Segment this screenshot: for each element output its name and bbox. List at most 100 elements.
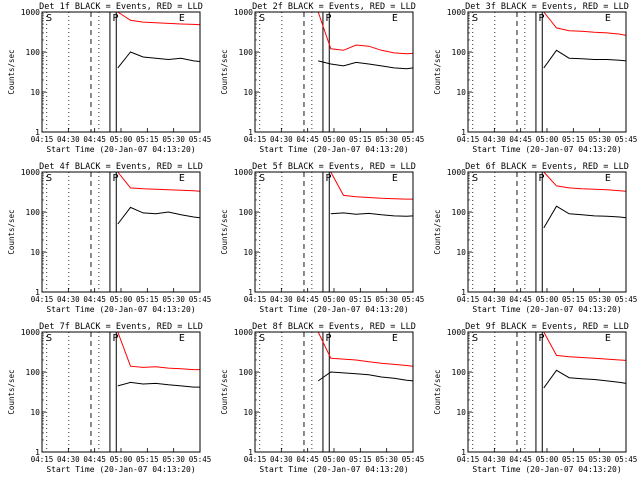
x-tick-label: 05:15 (136, 295, 159, 304)
x-tick-label: 05:00 (536, 135, 559, 144)
x-tick-label: 05:00 (110, 455, 133, 464)
panel-title: Det 8f BLACK = Events, RED = LLD (252, 322, 416, 332)
panel-title: Det 2f BLACK = Events, RED = LLD (252, 2, 416, 12)
y-tick-label: 1000 (234, 8, 253, 17)
marker-S: S (472, 13, 478, 24)
x-tick-label: 05:45 (189, 455, 212, 464)
x-tick-label: 05:00 (323, 295, 346, 304)
marker-P: P (113, 173, 119, 184)
lld-series-line (117, 171, 201, 192)
panel-title: Det 9f BLACK = Events, RED = LLD (465, 322, 629, 332)
marker-S: S (46, 173, 52, 184)
lld-series-line (543, 331, 627, 361)
y-axis-label: Counts/sec (7, 209, 16, 254)
x-tick-label: 04:15 (457, 295, 480, 304)
marker-P: P (326, 173, 332, 184)
x-axis-label: Start Time (20-Jan-07 04:13:20) (472, 305, 621, 314)
marker-E: E (605, 333, 611, 344)
marker-S: S (472, 333, 478, 344)
x-axis-label: Start Time (20-Jan-07 04:13:20) (259, 465, 408, 474)
plot-frame (41, 331, 201, 453)
x-tick-label: 05:00 (536, 455, 559, 464)
x-tick-label: 05:30 (375, 455, 398, 464)
y-tick-label: 10 (30, 408, 40, 417)
marker-E: E (392, 333, 398, 344)
events-series-line (117, 206, 201, 225)
plot-frame (254, 11, 414, 133)
x-tick-label: 05:00 (110, 135, 133, 144)
y-tick-label: 1000 (234, 328, 253, 337)
y-tick-label: 100 (239, 368, 254, 377)
y-tick-label: 1 (248, 448, 253, 457)
y-tick-label: 1 (35, 288, 40, 297)
marker-S: S (259, 13, 265, 24)
x-tick-label: 04:15 (31, 295, 54, 304)
y-tick-label: 100 (452, 208, 467, 217)
x-tick-label: 04:45 (83, 295, 106, 304)
x-tick-label: 04:45 (509, 295, 532, 304)
x-tick-label: 04:30 (57, 455, 80, 464)
x-tick-label: 04:15 (244, 135, 267, 144)
y-tick-label: 10 (456, 408, 466, 417)
x-tick-label: 04:30 (483, 135, 506, 144)
y-axis-label: Counts/sec (433, 49, 442, 94)
lld-series-line (543, 11, 627, 36)
marker-E: E (605, 173, 611, 184)
events-series-line (543, 49, 627, 69)
marker-P: P (113, 333, 119, 344)
lld-series-line (317, 11, 414, 55)
plot-frame (41, 11, 201, 133)
y-tick-label: 100 (26, 48, 41, 57)
y-tick-label: 1000 (447, 168, 466, 177)
x-tick-label: 04:15 (457, 455, 480, 464)
x-tick-label: 05:45 (189, 295, 212, 304)
x-tick-label: 05:45 (615, 135, 638, 144)
marker-E: E (179, 13, 185, 24)
y-axis-label: Counts/sec (220, 369, 229, 414)
y-tick-label: 10 (243, 408, 253, 417)
y-tick-label: 10 (243, 88, 253, 97)
y-axis-label: Counts/sec (220, 49, 229, 94)
events-series-line (543, 205, 627, 229)
y-axis-label: Counts/sec (7, 369, 16, 414)
y-tick-label: 1 (461, 288, 466, 297)
x-tick-label: 04:15 (31, 135, 54, 144)
panel-title: Det 7f BLACK = Events, RED = LLD (39, 322, 203, 332)
x-tick-label: 05:30 (162, 135, 185, 144)
x-axis-label: Start Time (20-Jan-07 04:13:20) (259, 305, 408, 314)
x-tick-label: 04:15 (244, 295, 267, 304)
panel-title: Det 5f BLACK = Events, RED = LLD (252, 162, 416, 172)
x-tick-label: 05:30 (588, 455, 611, 464)
x-tick-label: 05:15 (562, 295, 585, 304)
x-tick-label: 05:30 (588, 295, 611, 304)
y-tick-label: 1000 (21, 168, 40, 177)
events-series-line (317, 371, 414, 382)
events-series-line (318, 60, 414, 70)
x-tick-label: 05:15 (562, 135, 585, 144)
x-axis-label: Start Time (20-Jan-07 04:13:20) (472, 145, 621, 154)
events-series-line (117, 381, 200, 388)
marker-P: P (326, 13, 332, 24)
x-tick-label: 05:45 (189, 135, 212, 144)
marker-P: P (113, 13, 119, 24)
marker-S: S (46, 333, 52, 344)
x-axis-label: Start Time (20-Jan-07 04:13:20) (46, 465, 195, 474)
x-tick-label: 04:30 (270, 455, 293, 464)
marker-P: P (539, 173, 545, 184)
y-tick-label: 10 (456, 88, 466, 97)
x-tick-label: 05:30 (162, 455, 185, 464)
x-tick-label: 04:45 (83, 455, 106, 464)
x-tick-label: 04:30 (270, 135, 293, 144)
x-tick-label: 04:15 (244, 455, 267, 464)
y-tick-label: 10 (30, 248, 40, 257)
x-tick-label: 04:15 (457, 135, 480, 144)
y-tick-label: 100 (239, 208, 254, 217)
marker-S: S (46, 13, 52, 24)
marker-E: E (605, 13, 611, 24)
y-axis-label: Counts/sec (433, 369, 442, 414)
y-tick-label: 1000 (447, 328, 466, 337)
x-tick-label: 04:15 (31, 455, 54, 464)
